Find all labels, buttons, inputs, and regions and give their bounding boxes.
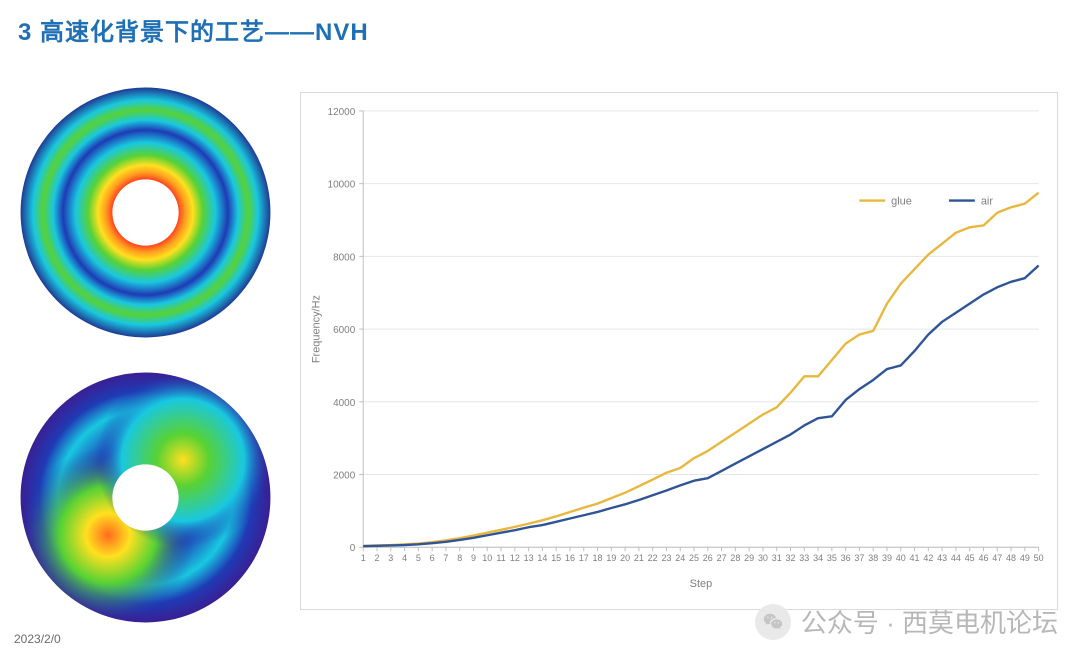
- svg-text:4: 4: [402, 553, 407, 563]
- svg-text:25: 25: [689, 553, 699, 563]
- slide-title: 3 高速化背景下的工艺——NVH: [18, 12, 369, 47]
- svg-text:2000: 2000: [333, 471, 356, 482]
- svg-text:49: 49: [1020, 553, 1030, 563]
- svg-text:11: 11: [496, 553, 505, 563]
- svg-text:4000: 4000: [333, 398, 356, 409]
- svg-text:7: 7: [443, 553, 448, 563]
- svg-text:26: 26: [703, 553, 713, 563]
- svg-text:39: 39: [882, 553, 892, 563]
- svg-text:10: 10: [482, 553, 492, 563]
- svg-text:44: 44: [951, 553, 961, 563]
- simulation-images: [18, 85, 283, 648]
- svg-text:Frequency/Hz: Frequency/Hz: [310, 295, 322, 363]
- svg-text:31: 31: [772, 553, 782, 563]
- svg-text:12000: 12000: [328, 107, 356, 118]
- line-chart: 0200040006000800010000120001234567891011…: [301, 93, 1057, 609]
- svg-text:5: 5: [416, 553, 421, 563]
- slide: 3 高速化背景下的工艺——NVH: [0, 0, 1080, 648]
- svg-text:22: 22: [648, 553, 658, 563]
- svg-text:46: 46: [978, 553, 988, 563]
- svg-text:18: 18: [593, 553, 603, 563]
- svg-text:34: 34: [813, 553, 823, 563]
- svg-text:38: 38: [868, 553, 878, 563]
- svg-text:9: 9: [471, 553, 476, 563]
- simulation-ring-bottom: [18, 370, 273, 625]
- svg-text:35: 35: [827, 553, 837, 563]
- svg-text:24: 24: [675, 553, 685, 563]
- svg-text:23: 23: [661, 553, 671, 563]
- svg-text:50: 50: [1034, 553, 1044, 563]
- svg-text:40: 40: [896, 553, 906, 563]
- svg-text:1: 1: [361, 553, 366, 563]
- svg-text:33: 33: [799, 553, 809, 563]
- svg-text:14: 14: [537, 553, 547, 563]
- svg-text:8000: 8000: [333, 252, 356, 263]
- svg-text:13: 13: [524, 553, 534, 563]
- svg-text:15: 15: [551, 553, 561, 563]
- svg-text:37: 37: [854, 553, 864, 563]
- simulation-ring-top: [18, 85, 273, 340]
- svg-text:glue: glue: [891, 196, 912, 208]
- svg-text:3: 3: [388, 553, 393, 563]
- svg-text:48: 48: [1006, 553, 1016, 563]
- svg-text:45: 45: [965, 553, 975, 563]
- svg-text:20: 20: [620, 553, 630, 563]
- svg-text:0: 0: [350, 543, 356, 554]
- svg-text:32: 32: [786, 553, 796, 563]
- svg-text:41: 41: [910, 553, 920, 563]
- svg-text:27: 27: [717, 553, 727, 563]
- svg-text:12: 12: [510, 553, 520, 563]
- svg-text:6: 6: [430, 553, 435, 563]
- svg-text:28: 28: [730, 553, 740, 563]
- svg-text:16: 16: [565, 553, 575, 563]
- svg-text:30: 30: [758, 553, 768, 563]
- svg-text:Step: Step: [690, 578, 713, 590]
- svg-text:air: air: [981, 196, 994, 208]
- chart-card: 0200040006000800010000120001234567891011…: [300, 92, 1058, 610]
- svg-text:21: 21: [634, 553, 644, 563]
- svg-text:2: 2: [375, 553, 380, 563]
- svg-text:36: 36: [841, 553, 851, 563]
- svg-text:47: 47: [992, 553, 1002, 563]
- svg-text:29: 29: [744, 553, 754, 563]
- svg-text:17: 17: [579, 553, 589, 563]
- svg-text:8: 8: [457, 553, 462, 563]
- svg-text:42: 42: [923, 553, 933, 563]
- date-fragment: 2023/2/0: [14, 632, 61, 646]
- svg-text:43: 43: [937, 553, 947, 563]
- svg-text:10000: 10000: [328, 180, 356, 191]
- svg-text:19: 19: [606, 553, 616, 563]
- svg-text:6000: 6000: [333, 325, 356, 336]
